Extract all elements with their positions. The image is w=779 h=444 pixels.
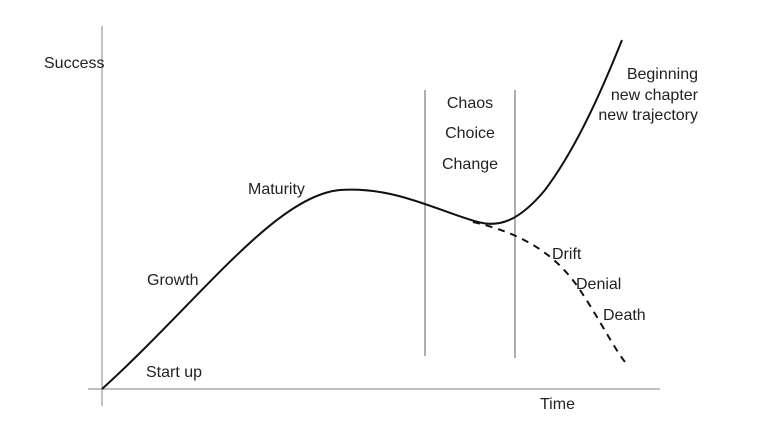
renewal-line-new-trajectory: new trajectory — [598, 107, 698, 124]
decline-label-drift: Drift — [552, 246, 582, 263]
decline-label-denial: Denial — [576, 276, 622, 293]
stage-label-maturity: Maturity — [248, 181, 305, 198]
stage-label-start-up: Start up — [146, 364, 203, 381]
growth-curve — [101, 39, 623, 390]
transition-word-choice: Choice — [445, 125, 495, 142]
decline-label-death: Death — [603, 307, 646, 324]
stage-label-growth: Growth — [147, 272, 199, 289]
y-axis-label: Success — [44, 55, 105, 72]
renewal-line-beginning: Beginning — [626, 66, 698, 83]
transition-word-change: Change — [441, 156, 499, 173]
transition-word-chaos: Chaos — [446, 95, 494, 112]
x-axis-label: Time — [540, 396, 575, 413]
decline-curve — [472, 221, 626, 363]
renewal-line-new-chapter: new chapter — [610, 87, 698, 104]
